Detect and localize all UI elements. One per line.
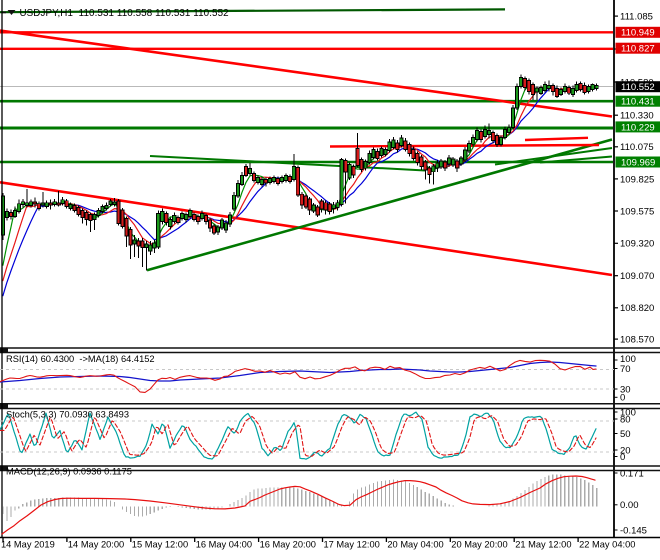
svg-text:110.827: 110.827 (621, 44, 655, 55)
svg-text:108.820: 108.820 (620, 303, 654, 314)
svg-text:0.00: 0.00 (620, 500, 639, 511)
svg-text:109.969: 109.969 (621, 157, 655, 168)
svg-text:110.552: 110.552 (621, 82, 655, 93)
svg-text:100: 100 (620, 354, 636, 365)
svg-text:20 May 20:00: 20 May 20:00 (451, 540, 507, 550)
svg-text:110.330: 110.330 (620, 111, 654, 122)
svg-text:50: 50 (620, 429, 631, 440)
svg-text:RSI(14) 60.4300 ->MA(18) 64.4: RSI(14) 60.4300 ->MA(18) 64.4152 (6, 354, 155, 364)
svg-text:109.070: 109.070 (620, 271, 654, 282)
svg-text:110.431: 110.431 (621, 97, 655, 108)
svg-text:100: 100 (620, 407, 636, 418)
svg-text:14 May 2019: 14 May 2019 (1, 540, 55, 550)
svg-text:109.320: 109.320 (620, 239, 654, 250)
svg-text:110.229: 110.229 (621, 122, 655, 133)
svg-text:0: 0 (620, 393, 625, 404)
svg-text:22 May 04:00: 22 May 04:00 (579, 540, 635, 550)
svg-text:80: 80 (620, 414, 631, 425)
svg-text:70: 70 (620, 364, 631, 375)
svg-text:108.570: 108.570 (620, 335, 654, 346)
svg-text:109.575: 109.575 (620, 206, 654, 217)
svg-text:30: 30 (620, 384, 631, 395)
svg-text:109.825: 109.825 (620, 174, 654, 185)
svg-text:USDJPY,H1 110.531 110.558 110: USDJPY,H1 110.531 110.558 110.531 110.55… (20, 8, 229, 19)
svg-text:21 May 12:00: 21 May 12:00 (515, 540, 571, 550)
svg-text:110.949: 110.949 (621, 28, 655, 39)
svg-text:-0.145: -0.145 (620, 525, 647, 536)
svg-text:20: 20 (620, 445, 631, 456)
svg-text:0: 0 (620, 452, 625, 463)
svg-text:15 May 12:00: 15 May 12:00 (132, 540, 188, 550)
svg-text:16 May 04:00: 16 May 04:00 (196, 540, 252, 550)
svg-text:0.171: 0.171 (620, 468, 644, 479)
svg-text:16 May 20:00: 16 May 20:00 (260, 540, 316, 550)
svg-text:Stoch(5,3,3) 70.0930 63.8493: Stoch(5,3,3) 70.0930 63.8493 (6, 410, 129, 420)
svg-text:MACD(12,26,9) 0.0936 0.1175: MACD(12,26,9) 0.0936 0.1175 (6, 467, 132, 477)
svg-text:110.075: 110.075 (620, 142, 654, 153)
svg-text:111.085: 111.085 (620, 12, 653, 23)
svg-text:17 May 12:00: 17 May 12:00 (324, 540, 380, 550)
svg-text:20 May 04:00: 20 May 04:00 (387, 540, 443, 550)
svg-text:14 May 20:00: 14 May 20:00 (68, 540, 124, 550)
